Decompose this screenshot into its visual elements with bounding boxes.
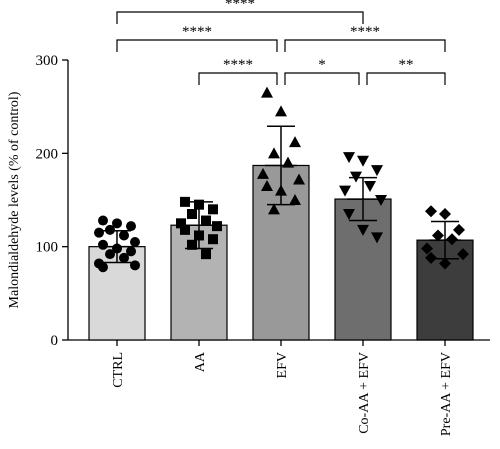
data-point — [130, 237, 140, 247]
significance-bracket — [198, 72, 278, 85]
significance-bracket — [116, 11, 364, 24]
data-point — [421, 242, 433, 255]
significance-label: **** — [225, 0, 255, 12]
data-point — [375, 195, 387, 206]
plot-area: 0 100 200 300 CTRL AA EFV Co-AA + EFV Pre-AA + E… — [36, 0, 490, 436]
data-point — [208, 234, 218, 245]
significance-bracket — [366, 72, 446, 85]
data-point — [98, 262, 108, 273]
data-point — [371, 232, 383, 244]
data-point — [343, 209, 355, 220]
data-point — [126, 246, 136, 257]
x-tick-label: CTRL — [111, 352, 126, 388]
x-tick-label: Co-AA + EFV — [357, 352, 372, 434]
data-point — [94, 227, 104, 238]
data-point — [289, 194, 301, 205]
y-tick-label: 200 — [36, 146, 59, 162]
data-point — [119, 252, 129, 263]
data-point — [176, 218, 186, 229]
data-point — [105, 249, 115, 260]
data-point — [343, 152, 355, 164]
data-point — [364, 181, 376, 192]
data-point — [457, 248, 469, 261]
data-point — [446, 233, 458, 246]
data-point — [268, 147, 280, 159]
data-point — [119, 230, 129, 241]
data-point — [180, 224, 190, 235]
data-point — [112, 218, 122, 229]
data-point — [105, 224, 115, 235]
data-point — [98, 239, 108, 250]
data-point — [98, 215, 108, 226]
data-point — [261, 86, 273, 98]
significance-label: **** — [182, 24, 212, 40]
data-point — [268, 203, 280, 215]
data-point — [187, 209, 197, 219]
data-point — [439, 208, 451, 220]
significance-bracket — [116, 39, 278, 52]
significance-bracket — [284, 72, 360, 85]
significance-label: **** — [350, 24, 380, 40]
x-tick-label: AA — [193, 351, 208, 372]
significance-label: ** — [399, 57, 414, 73]
significance-bracket — [284, 39, 446, 52]
data-point — [293, 173, 305, 185]
data-point — [371, 165, 383, 177]
data-point — [339, 185, 351, 197]
data-point — [130, 260, 140, 271]
data-point — [257, 167, 269, 179]
data-point — [289, 136, 301, 148]
data-point — [425, 205, 437, 218]
data-point — [453, 223, 465, 236]
data-point — [275, 105, 287, 117]
data-point — [357, 224, 369, 236]
data-point — [201, 215, 211, 226]
data-point — [261, 180, 273, 191]
x-tick-label: Pre-AA + EFV — [439, 352, 454, 436]
significance-label: **** — [223, 57, 253, 73]
data-point — [201, 249, 211, 260]
y-axis-label: Malondialdehyde levels (% of control) — [7, 91, 22, 308]
data-point — [439, 257, 451, 270]
data-point — [187, 239, 197, 250]
data-point — [357, 155, 369, 167]
significance-label: * — [318, 57, 326, 73]
y-tick-label: 0 — [51, 333, 59, 349]
data-point — [208, 204, 218, 215]
y-tick-label: 300 — [36, 53, 59, 69]
x-tick-label: EFV — [275, 352, 290, 378]
data-point — [432, 229, 444, 242]
data-point — [126, 221, 136, 232]
data-point — [212, 221, 222, 232]
y-tick-label: 100 — [36, 240, 59, 256]
data-point — [425, 251, 437, 264]
